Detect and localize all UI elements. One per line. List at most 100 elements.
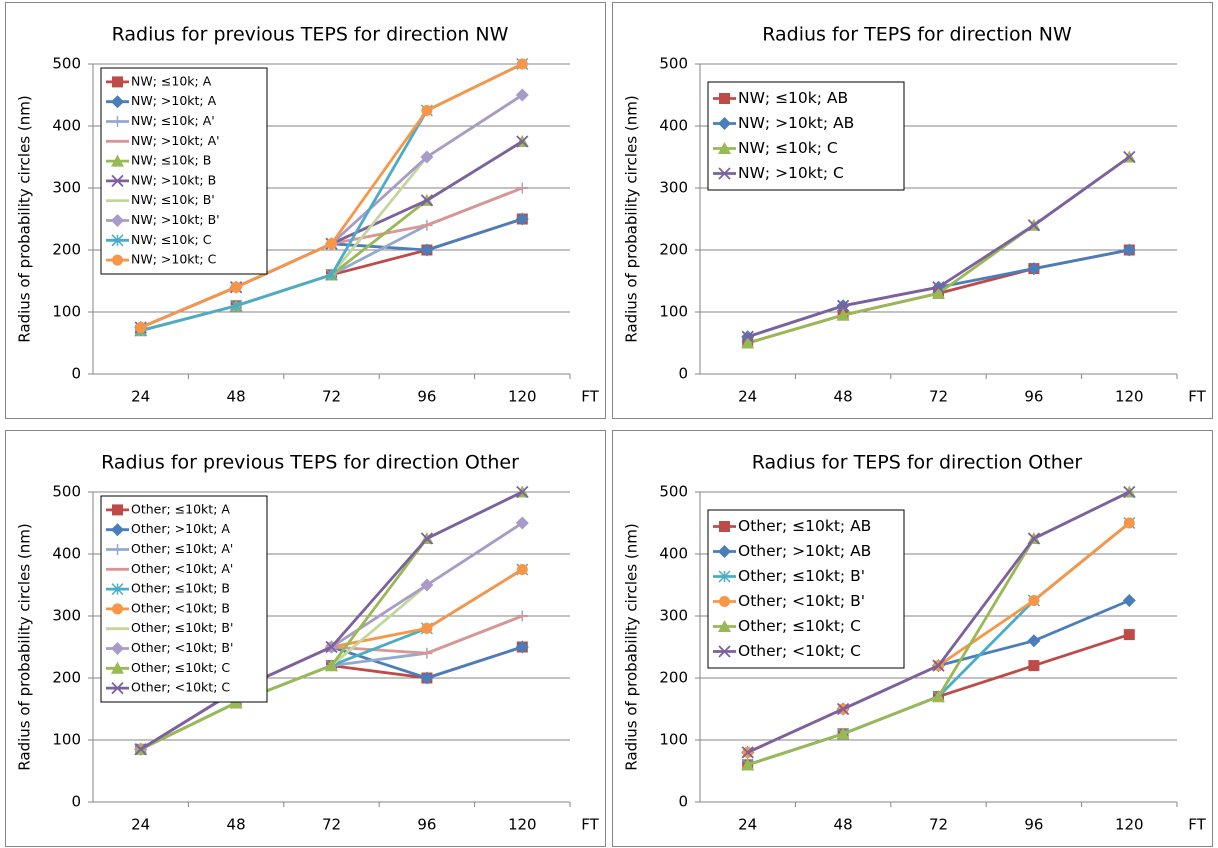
legend-label: Other; >10kt; A xyxy=(131,521,230,536)
legend-label: NW; >10kt; C xyxy=(738,164,844,182)
legend-label: NW; ≤10k; C xyxy=(131,232,212,247)
y-tick-label: 200 xyxy=(659,241,688,259)
data-point xyxy=(932,690,945,703)
legend-label: NW; ≤10k; A xyxy=(131,73,212,88)
data-point xyxy=(836,308,850,321)
x-tick-label: 72 xyxy=(929,388,948,406)
data-point xyxy=(515,516,529,530)
data-point xyxy=(836,702,850,716)
legend-box xyxy=(707,81,905,191)
x-tick-label: 96 xyxy=(1024,388,1043,406)
data-point xyxy=(134,743,147,756)
data-point xyxy=(741,336,755,349)
data-point xyxy=(1027,262,1041,276)
y-tick-label: 500 xyxy=(659,55,688,73)
legend-marker xyxy=(111,642,124,655)
chart-title: Radius for TEPS for direction NW xyxy=(762,24,1072,46)
panel-frame xyxy=(612,430,1213,847)
y-tick-label: 200 xyxy=(52,669,81,687)
legend-marker xyxy=(718,167,731,180)
legend-label: NW; ≤10k; B xyxy=(131,153,211,168)
data-point xyxy=(421,105,433,116)
y-tick-label: 300 xyxy=(52,607,81,625)
data-point xyxy=(516,564,528,575)
x-axis-label: FT xyxy=(1188,388,1206,406)
data-point xyxy=(741,330,754,343)
legend-marker xyxy=(718,142,731,154)
legend-marker xyxy=(718,570,731,583)
y-tick-label: 400 xyxy=(52,545,81,563)
data-point xyxy=(421,622,433,634)
data-point xyxy=(1027,219,1041,232)
y-tick-label: 200 xyxy=(659,669,688,687)
data-point xyxy=(515,88,529,102)
y-tick-label: 400 xyxy=(52,117,81,135)
legend-label: NW; >10kt; AB xyxy=(738,114,854,132)
data-point xyxy=(515,640,529,654)
legend-marker xyxy=(111,234,124,247)
x-tick-label: 96 xyxy=(417,388,436,406)
data-point xyxy=(325,268,338,281)
y-tick-label: 300 xyxy=(659,179,688,197)
data-point xyxy=(1028,660,1040,672)
y-tick-label: 200 xyxy=(52,241,81,259)
data-point xyxy=(932,286,945,299)
legend-box xyxy=(707,509,905,669)
data-point xyxy=(516,58,528,70)
legend-label: Other; <10kt; B' xyxy=(738,592,865,610)
data-point xyxy=(420,671,434,685)
x-tick-label: 24 xyxy=(738,388,757,406)
y-tick-label: 0 xyxy=(71,365,81,383)
data-point xyxy=(1123,629,1135,641)
legend-marker xyxy=(112,544,123,555)
data-point xyxy=(420,578,434,592)
legend-label: Other; ≤10kt; B xyxy=(131,581,230,596)
x-tick-label: 48 xyxy=(834,816,853,834)
legend-marker xyxy=(112,76,123,88)
x-tick-label: 72 xyxy=(322,816,341,834)
panel-frame xyxy=(5,2,606,419)
y-tick-label: 500 xyxy=(659,483,688,501)
x-tick-label: 96 xyxy=(1024,816,1043,834)
x-axis-label: FT xyxy=(1188,816,1206,834)
data-point xyxy=(741,746,754,759)
y-tick-label: 100 xyxy=(659,303,688,321)
data-point xyxy=(932,281,945,294)
x-tick-label: 120 xyxy=(1115,388,1144,406)
x-axis-label: FT xyxy=(581,816,599,834)
legend-label: NW; >10kt; C xyxy=(131,252,217,267)
legend-marker xyxy=(112,254,123,266)
y-axis-label: Radius of probability circles (nm) xyxy=(623,523,641,770)
x-tick-label: 48 xyxy=(227,816,246,834)
panel-frame xyxy=(5,430,606,847)
data-point xyxy=(420,243,434,257)
data-point xyxy=(932,659,945,672)
legend-label: Other; ≤10kt; A xyxy=(131,501,230,516)
legend-marker xyxy=(111,681,124,695)
data-point xyxy=(1027,634,1041,648)
legend-label: NW; ≤10k; B' xyxy=(131,192,215,207)
y-tick-label: 100 xyxy=(52,731,81,749)
y-tick-label: 500 xyxy=(52,483,81,501)
x-tick-label: 24 xyxy=(131,388,150,406)
legend-marker xyxy=(719,93,730,104)
legend-label: Other; <10kt; B' xyxy=(131,640,233,655)
panel-frame xyxy=(612,2,1213,419)
data-point xyxy=(326,238,337,250)
data-point xyxy=(515,212,529,226)
y-axis-label: Radius of probability circles (nm) xyxy=(623,95,641,342)
legend-label: NW; >10kt; A' xyxy=(131,133,220,148)
y-tick-label: 300 xyxy=(659,607,688,625)
x-tick-label: 24 xyxy=(131,816,150,834)
data-point xyxy=(135,322,147,333)
legend-marker xyxy=(111,154,124,167)
data-point xyxy=(741,758,755,771)
legend-label: Other; ≤10kt; C xyxy=(738,617,861,635)
legend-marker xyxy=(112,504,123,516)
legend-marker xyxy=(718,117,731,130)
x-tick-label: 48 xyxy=(227,388,246,406)
legend-label: Other; ≤10kt; C xyxy=(131,660,230,675)
data-point xyxy=(836,299,850,312)
legend-marker xyxy=(111,214,124,227)
